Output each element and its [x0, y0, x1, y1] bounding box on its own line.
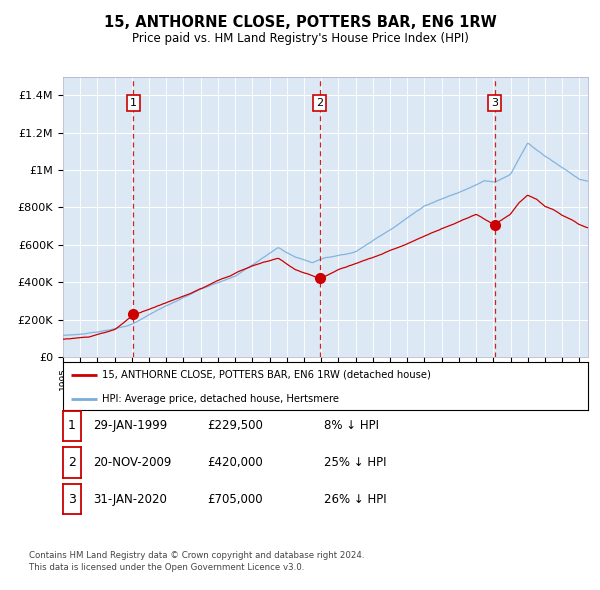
Text: 20-NOV-2009: 20-NOV-2009: [93, 456, 172, 469]
Text: £705,000: £705,000: [207, 493, 263, 506]
Text: 1: 1: [130, 99, 137, 109]
Text: HPI: Average price, detached house, Hertsmere: HPI: Average price, detached house, Hert…: [103, 394, 340, 404]
Text: 2: 2: [316, 99, 323, 109]
Text: 31-JAN-2020: 31-JAN-2020: [93, 493, 167, 506]
Text: 15, ANTHORNE CLOSE, POTTERS BAR, EN6 1RW: 15, ANTHORNE CLOSE, POTTERS BAR, EN6 1RW: [104, 15, 496, 30]
Text: 2: 2: [68, 456, 76, 469]
Text: 15, ANTHORNE CLOSE, POTTERS BAR, EN6 1RW (detached house): 15, ANTHORNE CLOSE, POTTERS BAR, EN6 1RW…: [103, 370, 431, 380]
Text: 8% ↓ HPI: 8% ↓ HPI: [324, 419, 379, 432]
Text: Price paid vs. HM Land Registry's House Price Index (HPI): Price paid vs. HM Land Registry's House …: [131, 32, 469, 45]
Text: 3: 3: [68, 493, 76, 506]
Text: 29-JAN-1999: 29-JAN-1999: [93, 419, 167, 432]
Text: This data is licensed under the Open Government Licence v3.0.: This data is licensed under the Open Gov…: [29, 563, 304, 572]
Text: £229,500: £229,500: [207, 419, 263, 432]
Text: 25% ↓ HPI: 25% ↓ HPI: [324, 456, 386, 469]
Text: 3: 3: [491, 99, 498, 109]
Text: 26% ↓ HPI: 26% ↓ HPI: [324, 493, 386, 506]
Text: 1: 1: [68, 419, 76, 432]
Text: Contains HM Land Registry data © Crown copyright and database right 2024.: Contains HM Land Registry data © Crown c…: [29, 551, 364, 560]
Text: £420,000: £420,000: [207, 456, 263, 469]
